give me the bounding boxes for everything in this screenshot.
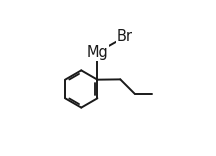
Text: Br: Br	[117, 29, 133, 44]
Text: Mg: Mg	[87, 45, 108, 60]
